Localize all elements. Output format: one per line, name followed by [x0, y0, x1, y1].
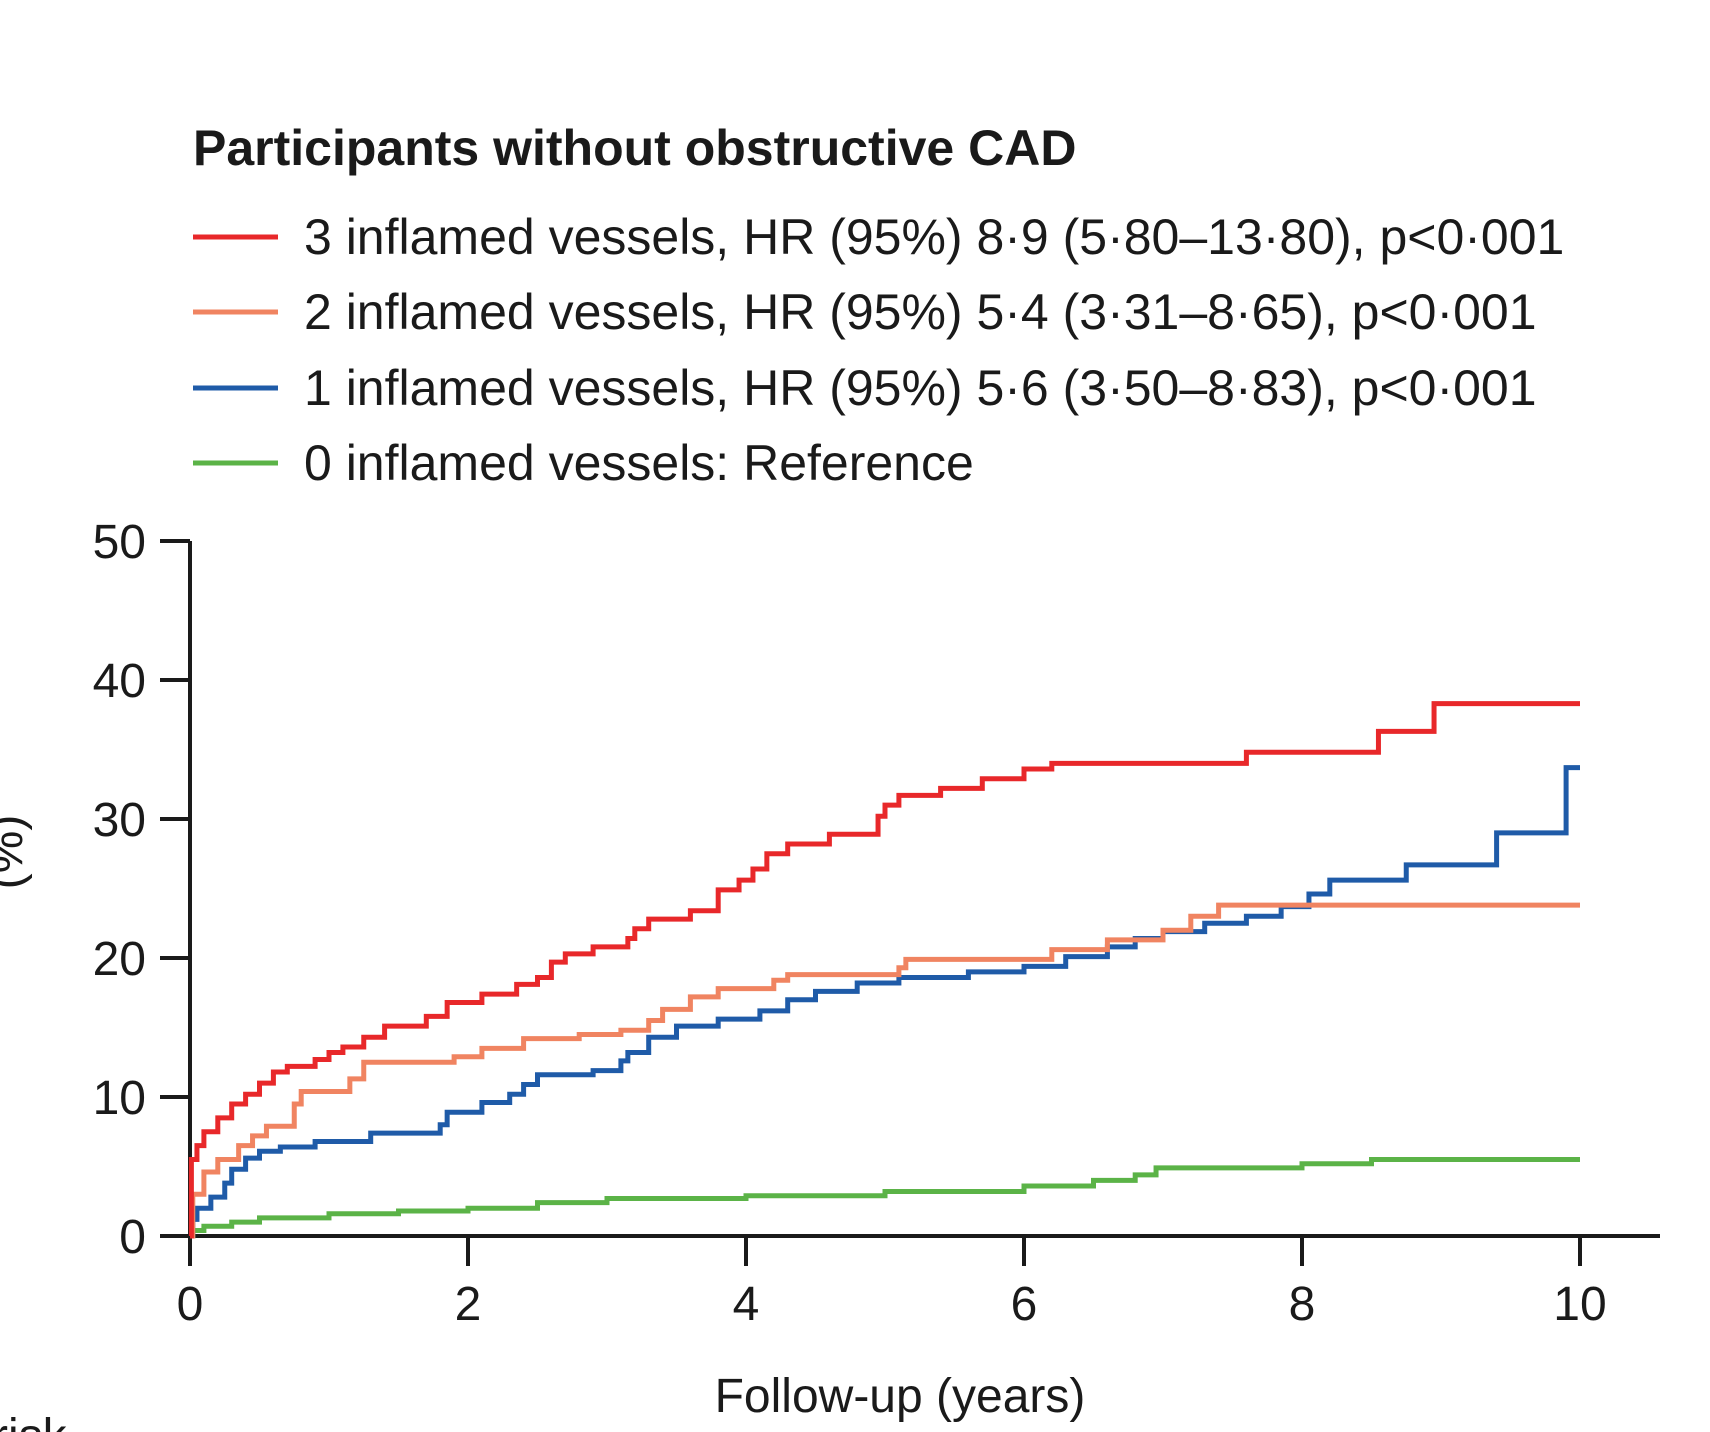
y-tick-label: 10: [93, 1072, 146, 1125]
series-line-3: [190, 1157, 1580, 1239]
y-tick-label: 50: [93, 516, 146, 569]
series-line-0: [188, 701, 1580, 1239]
y-tick-label: 30: [93, 794, 146, 847]
x-tick-label: 6: [1011, 1278, 1038, 1331]
chart-title: Participants without obstructive CAD: [193, 120, 1076, 176]
y-tick-label: 20: [93, 933, 146, 986]
legend: 3 inflamed vessels, HR (95%) 8·9 (5·80–1…: [193, 209, 1564, 491]
corner-text-fragment: risk: [0, 1410, 68, 1432]
y-axis-label-fragment: (%): [0, 815, 33, 890]
x-tick-label: 10: [1553, 1278, 1606, 1331]
y-tick-label: 0: [119, 1211, 146, 1264]
series-line-1: [190, 902, 1580, 1239]
series-lines: [188, 701, 1580, 1239]
x-tick-label: 2: [455, 1278, 482, 1331]
x-tick-label: 0: [177, 1278, 204, 1331]
axes: [162, 541, 1660, 1238]
y-ticks: 0 10 20 30 40 50: [93, 516, 190, 1264]
legend-label-3: 0 inflamed vessels: Reference: [304, 435, 974, 491]
x-tick-label: 8: [1289, 1278, 1316, 1331]
y-tick-label: 40: [93, 655, 146, 708]
x-ticks: 0 2 4 6 8 10: [177, 1236, 1607, 1331]
legend-label-0: 3 inflamed vessels, HR (95%) 8·9 (5·80–1…: [304, 209, 1564, 265]
legend-label-2: 1 inflamed vessels, HR (95%) 5·6 (3·50–8…: [304, 360, 1537, 416]
x-axis-label: Follow-up (years): [715, 1370, 1086, 1423]
series-line-2: [190, 765, 1580, 1239]
x-tick-label: 4: [733, 1278, 760, 1331]
legend-label-1: 2 inflamed vessels, HR (95%) 5·4 (3·31–8…: [304, 284, 1537, 340]
